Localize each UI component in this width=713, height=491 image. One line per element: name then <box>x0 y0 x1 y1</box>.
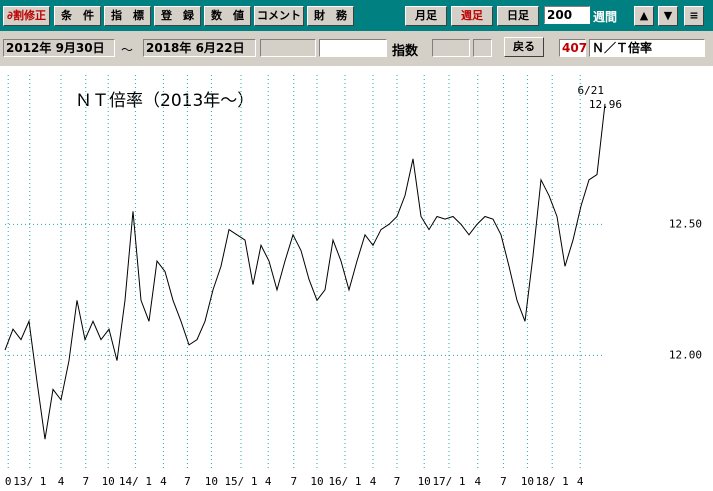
x-tick-label: 10 <box>102 475 115 488</box>
last-value: 12.96 <box>589 98 622 111</box>
x-tick-label: 10 <box>521 475 534 488</box>
count-select[interactable]: 200 <box>544 6 590 24</box>
x-tick-label: 7 <box>500 475 507 488</box>
x-tick-label: 4 <box>160 475 167 488</box>
x-tick-label: 4 <box>370 475 377 488</box>
button[interactable]: 数 値 <box>204 6 251 26</box>
back-button[interactable]: 戻る <box>504 37 544 57</box>
button[interactable]: ∂割修正 <box>3 6 50 26</box>
x-tick-label: 17/ 1 <box>432 475 465 488</box>
line <box>4 103 606 440</box>
dropdown[interactable] <box>319 39 387 57</box>
code: 407 <box>559 39 587 57</box>
tilde: ～ <box>121 43 134 57</box>
x-tick-label: 7 <box>290 475 297 488</box>
button[interactable]: 日足 <box>497 6 539 26</box>
x-tick-label: 10 <box>418 475 431 488</box>
button[interactable]: 財 務 <box>307 6 354 26</box>
x-tick-label: 4 <box>265 475 272 488</box>
x-tick-label: 7 <box>82 475 89 488</box>
x-tick-label: 0 <box>5 475 12 488</box>
name: Ｎ／Ｔ倍率 <box>589 39 705 57</box>
menu-button[interactable]: ≡ <box>684 6 704 26</box>
chart: ＮＴ倍率（2013年～） 6/21 12.96 12.50 12.00 0 13/ 1… <box>0 66 713 491</box>
x-tick-label: 15/ 1 <box>224 475 257 488</box>
x-tick-label: 4 <box>577 475 584 488</box>
x-tick-label: 14/ 1 <box>119 475 152 488</box>
x-tick-label: 10 <box>205 475 218 488</box>
to-date[interactable]: 2018年 6月22日 <box>143 39 256 57</box>
y-tick-label: 12.00 <box>669 348 702 361</box>
x-tick-label: 7 <box>184 475 191 488</box>
chart-title: ＮＴ倍率（2013年～） <box>75 91 254 111</box>
x-tick-label: 18/ 1 <box>536 475 569 488</box>
button[interactable]: 指 標 <box>104 6 151 26</box>
button[interactable]: 条 件 <box>54 6 101 26</box>
button[interactable]: 月足 <box>405 6 447 26</box>
y-tick-label: 12.50 <box>669 217 702 230</box>
query-bar: 2012年 9月30日 ～ 2018年 6月22日 指数 戻る 407 Ｎ／Ｔ倍… <box>0 33 713 62</box>
down-button[interactable]: ▼ <box>658 6 678 26</box>
last-date: 6/21 <box>578 84 605 97</box>
x-tick-label: 16/ 1 <box>328 475 361 488</box>
x-tick-label: 10 <box>310 475 323 488</box>
unit-label: 週間 <box>593 10 618 24</box>
x-tick-label: 13/ 1 <box>13 475 46 488</box>
toolbar: ∂割修正 条 件 指 標 登 録 数 値 コメント 財 務 月足 週足 日足 2… <box>0 0 713 31</box>
field[interactable] <box>432 39 470 57</box>
x-tick-label: 4 <box>474 475 481 488</box>
button[interactable]: 登 録 <box>154 6 201 26</box>
button[interactable]: 週足 <box>451 6 493 26</box>
button[interactable]: コメント <box>254 6 304 26</box>
x-tick-label: 7 <box>394 475 401 488</box>
index-label: 指数 <box>392 44 419 59</box>
field[interactable] <box>473 39 492 57</box>
chart-background <box>0 66 713 491</box>
from-date[interactable]: 2012年 9月30日 <box>3 39 115 57</box>
x-tick-label: 4 <box>58 475 65 488</box>
up-button[interactable]: ▲ <box>634 6 654 26</box>
field[interactable] <box>260 39 316 57</box>
